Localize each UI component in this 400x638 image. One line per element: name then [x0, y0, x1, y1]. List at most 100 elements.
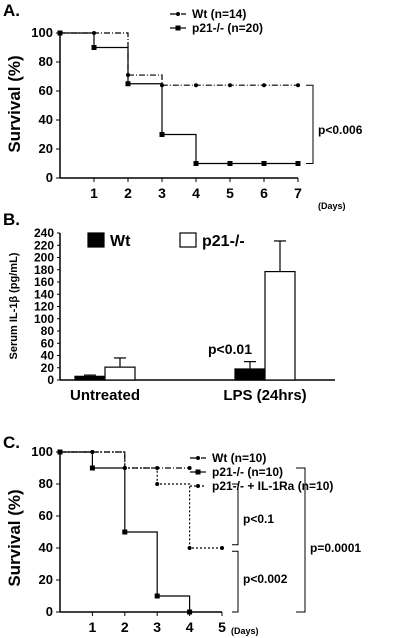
panel-a-series-0-point: [194, 83, 198, 88]
panel-c-x-tick-label: 4: [186, 619, 194, 635]
panel-a-series-1-point: [261, 161, 267, 166]
panel-a-plot: 0 20 40 60 80 100 1 2 3 4 5 6 7 Wt (n=14)p21-/- (n=20…: [31, 7, 314, 201]
panel-a-series-1-point: [227, 161, 233, 166]
panel-a-legend-marker-1: [175, 25, 181, 31]
panel-b-y-tick-label: 20: [41, 361, 55, 375]
panel-b-y-tick-label: 200: [34, 251, 54, 265]
panel-c-y-tick-label: 100: [31, 444, 53, 459]
panel-c: C. Survival (%) 0 20 40 60 80 100 1 2 3 4 5 Wt (n=1…: [3, 433, 361, 636]
panel-c-p-value-3: p=0.0001: [310, 541, 361, 555]
panel-b-legend-swatch-1: [179, 232, 197, 248]
panel-a-series-0-point: [228, 83, 232, 88]
panel-c-series-1-point: [89, 465, 95, 471]
panel-b-category-label: LPS (24hrs): [223, 387, 306, 404]
panel-c-series-1-point: [122, 529, 128, 535]
panel-b-category-label: Untreated: [70, 387, 140, 404]
panel-c-series-2-point: [220, 546, 224, 550]
panel-a-y-tick-label: 0: [46, 170, 53, 185]
panel-c-y-tick-label: 20: [39, 572, 53, 587]
panel-a-series-1-point: [295, 161, 301, 166]
panel-b-y-tick-label: 180: [34, 263, 54, 277]
panel-b-y-tick-label: 220: [34, 238, 54, 252]
panel-c-y-tick-label: 60: [39, 508, 53, 523]
panel-a-y-tick-label: 20: [39, 141, 53, 156]
panel-a-series-1-point: [57, 30, 63, 36]
panel-c-x-tick-label: 3: [153, 619, 161, 635]
panel-a-legend-label-1: p21-/- (n=20): [192, 21, 263, 35]
panel-c-legend-marker-2: [196, 484, 200, 488]
panel-c-series-2-point: [187, 546, 192, 550]
panel-a: A. Survival (%) 0 20 40 60 80 100 1 2 3 4 5 6 7 Wt (n…: [3, 1, 363, 211]
panel-b-bar: [74, 375, 106, 381]
panel-b-letter: B.: [3, 210, 20, 229]
panel-c-p-value-1: p<0.1: [243, 512, 274, 526]
panel-a-series-0-point: [262, 83, 266, 88]
panel-c-series-2-point: [58, 450, 62, 454]
panel-c-series-2-line: [60, 451, 222, 549]
panel-a-legend-label-0: Wt (n=14): [192, 7, 246, 21]
panel-b-y-tick-label: 240: [34, 226, 54, 240]
panel-b: B. Serum IL-1β (pg/mL) 02040608010012014…: [3, 210, 335, 404]
panel-c-series-2-point: [90, 450, 95, 454]
panel-a-y-tick-label: 40: [39, 112, 53, 127]
panel-a-series-1-point: [91, 45, 97, 50]
panel-b-legend-label-1: p21-/-: [202, 233, 245, 250]
panel-a-bracket: [306, 84, 314, 164]
panel-c-legend-label-0: Wt (n=10): [212, 451, 266, 465]
panel-c-bracket-1: [232, 483, 239, 546]
panel-c-y-tick-label: 0: [46, 604, 53, 619]
panel-b-bar: [264, 270, 296, 381]
panel-a-series-0-point: [296, 83, 300, 88]
panel-b-p-value: p<0.01: [208, 341, 252, 357]
panel-c-x-unit: (Days): [231, 626, 259, 636]
panel-a-series-0-line: [60, 32, 298, 86]
panel-b-y-tick-label: 60: [41, 336, 55, 350]
panel-c-ylabel: Survival (%): [5, 489, 24, 586]
panel-c-x-tick-label: 1: [89, 619, 97, 635]
panel-a-p-value: p<0.006: [318, 123, 363, 137]
panel-c-x-tick-label: 5: [218, 619, 226, 635]
panel-b-legend-label-0: Wt: [110, 233, 131, 250]
panel-b-y-tick-label: 0: [47, 373, 54, 387]
panel-a-letter: A.: [3, 1, 20, 20]
panel-c-p-value-2: p<0.002: [243, 572, 288, 586]
panel-b-legend-swatch-0: [87, 232, 105, 248]
panel-a-y-tick-label: 80: [39, 54, 53, 69]
panel-a-series-1-line: [60, 32, 298, 165]
panel-c-series-2-point: [122, 466, 127, 470]
panel-a-series-1-point: [125, 81, 131, 87]
panel-c-y-tick-label: 80: [39, 476, 53, 491]
panel-a-x-unit: (Days): [318, 201, 346, 211]
panel-b-bar: [104, 366, 136, 381]
panel-c-series-1-point: [187, 609, 193, 615]
panel-b-y-tick-label: 160: [34, 275, 54, 289]
panel-c-legend-marker-1: [195, 469, 201, 475]
panel-c-series-1-point: [154, 593, 160, 599]
panel-b-ylabel: Serum IL-1β (pg/mL): [8, 252, 20, 359]
panel-b-y-tick-label: 120: [34, 300, 54, 314]
panel-a-y-tick-label: 100: [31, 25, 53, 40]
panel-a-x-tick-label: 6: [260, 185, 268, 201]
panel-c-bracket-3: [296, 467, 306, 613]
panel-c-legend-label-1: p21-/- (n=10): [212, 465, 283, 479]
panel-c-series-0-point: [187, 466, 192, 470]
panel-c-series-2-point: [155, 482, 160, 486]
panel-b-y-tick-label: 140: [34, 287, 54, 301]
panel-a-y-tick-label: 60: [39, 83, 53, 98]
panel-c-bracket-2: [232, 550, 239, 613]
panel-b-y-tick-label: 100: [34, 312, 54, 326]
panel-a-x-tick-label: 7: [294, 185, 302, 201]
panel-b-y-tick-label: 40: [41, 349, 55, 363]
panel-a-ylabel: Survival (%): [5, 55, 24, 152]
panel-a-x-tick-label: 2: [124, 185, 132, 201]
panel-a-x-tick-label: 4: [192, 185, 200, 201]
panel-c-letter: C.: [3, 433, 20, 452]
panel-a-series-1-point: [159, 132, 165, 137]
panel-c-x-tick-label: 2: [121, 619, 129, 635]
panel-a-x-tick-label: 3: [158, 185, 166, 201]
panel-c-legend-label-2: p21-/- + IL-1Ra (n=10): [212, 479, 333, 493]
panel-a-x-tick-label: 1: [90, 185, 98, 201]
panel-b-y-tick-label: 80: [41, 324, 55, 338]
